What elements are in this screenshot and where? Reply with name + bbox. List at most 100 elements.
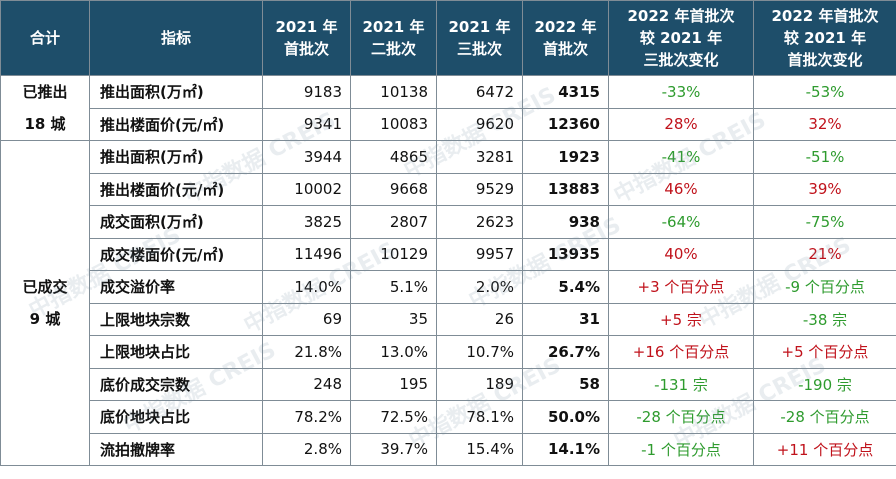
change-vs-third: +3 个百分点: [608, 270, 754, 304]
indicator-cell: 推出面积(万㎡): [89, 140, 263, 174]
table-row: 推出楼面价(元/㎡) 10002 9668 9529 13883 46% 39%: [1, 172, 896, 206]
value-2021-first: 3825: [262, 205, 351, 239]
value-2021-second: 35: [350, 302, 437, 336]
value-2021-first: 11496: [262, 237, 351, 271]
land-market-table: 合计 指标 2021 年首批次 2021 年二批次 2021 年三批次 2022…: [0, 0, 896, 466]
change-vs-first: 21%: [753, 237, 896, 271]
value-2021-second: 13.0%: [350, 335, 437, 369]
change-vs-first: +11 个百分点: [753, 432, 896, 466]
group-label-line: 9 城: [29, 310, 61, 328]
value-2021-first: 14.0%: [262, 270, 351, 304]
group-label-line: 已成交: [22, 278, 68, 296]
value-2021-second: 5.1%: [350, 270, 437, 304]
value-2021-first: 21.8%: [262, 335, 351, 369]
value-2021-second: 10129: [350, 237, 437, 271]
value-2021-third: 26: [436, 302, 523, 336]
header-total: 合计: [0, 0, 90, 76]
change-vs-first: -28 个百分点: [753, 400, 896, 434]
group-label: 已成交 9 城: [0, 140, 90, 466]
change-vs-third: 28%: [608, 107, 754, 141]
value-2021-third: 10.7%: [436, 335, 523, 369]
change-vs-first: -51%: [753, 140, 896, 174]
indicator-cell: 底价地块占比: [89, 400, 263, 434]
value-2021-third: 2623: [436, 205, 523, 239]
table-row: 流拍撤牌率 2.8% 39.7% 15.4% 14.1% -1 个百分点 +11 个百分点: [1, 432, 896, 466]
value-2022-first: 50.0%: [522, 400, 609, 434]
change-vs-first: +5 个百分点: [753, 335, 896, 369]
value-2021-third: 78.1%: [436, 400, 523, 434]
value-2022-first: 31: [522, 302, 609, 336]
table-row: 已推出 18 城 推出面积(万㎡) 9183 10138 6472 4315 -33% -53%: [0, 75, 896, 141]
change-vs-third: 46%: [608, 172, 754, 206]
value-2021-third: 9620: [436, 107, 523, 141]
value-2021-second: 10138: [350, 75, 437, 109]
value-2021-second: 4865: [350, 140, 437, 174]
value-2021-third: 15.4%: [436, 432, 523, 466]
indicator-cell: 上限地块占比: [89, 335, 263, 369]
table-row: 底价地块占比 78.2% 72.5% 78.1% 50.0% -28 个百分点 -28 个百…: [1, 400, 896, 434]
change-vs-third: -28 个百分点: [608, 400, 754, 434]
change-vs-third: 40%: [608, 237, 754, 271]
value-2021-first: 69: [262, 302, 351, 336]
value-2021-third: 9957: [436, 237, 523, 271]
value-2021-first: 78.2%: [262, 400, 351, 434]
value-2021-third: 2.0%: [436, 270, 523, 304]
value-2021-third: 6472: [436, 75, 523, 109]
header-change-vs-first: 2022 年首批次较 2021 年首批次变化: [753, 0, 896, 76]
header-2021-third: 2021 年三批次: [436, 0, 523, 76]
value-2021-first: 248: [262, 367, 351, 401]
indicator-cell: 推出楼面价(元/㎡): [89, 107, 263, 141]
value-2021-second: 39.7%: [350, 432, 437, 466]
change-vs-third: -1 个百分点: [608, 432, 754, 466]
value-2022-first: 1923: [522, 140, 609, 174]
table-row: 成交面积(万㎡) 3825 2807 2623 938 -64% -75%: [1, 205, 896, 239]
table-row: 上限地块宗数 69 35 26 31 +5 宗 -38 宗: [1, 302, 896, 336]
indicator-cell: 推出面积(万㎡): [89, 75, 263, 109]
indicator-cell: 成交面积(万㎡): [89, 205, 263, 239]
value-2021-second: 72.5%: [350, 400, 437, 434]
group-label: 已推出 18 城: [0, 75, 90, 141]
value-2021-second: 195: [350, 367, 437, 401]
value-2021-first: 2.8%: [262, 432, 351, 466]
indicator-cell: 推出楼面价(元/㎡): [89, 172, 263, 206]
value-2022-first: 13935: [522, 237, 609, 271]
table-row: 成交楼面价(元/㎡) 11496 10129 9957 13935 40% 21%: [1, 237, 896, 271]
change-vs-third: -33%: [608, 75, 754, 109]
value-2021-second: 10083: [350, 107, 437, 141]
value-2021-second: 9668: [350, 172, 437, 206]
value-2021-third: 189: [436, 367, 523, 401]
change-vs-third: +16 个百分点: [608, 335, 754, 369]
indicator-cell: 上限地块宗数: [89, 302, 263, 336]
header-row: 合计 指标 2021 年首批次 2021 年二批次 2021 年三批次 2022…: [0, 0, 896, 76]
value-2022-first: 14.1%: [522, 432, 609, 466]
value-2022-first: 4315: [522, 75, 609, 109]
header-indicator: 指标: [89, 0, 263, 76]
change-vs-first: -75%: [753, 205, 896, 239]
change-vs-first: -38 宗: [753, 302, 896, 336]
change-vs-first: -9 个百分点: [753, 270, 896, 304]
table-body: 已推出 18 城推出面积(万㎡) 9183 10138 6472 4315 -33% -53%…: [0, 75, 896, 466]
indicator-cell: 成交溢价率: [89, 270, 263, 304]
value-2021-first: 3944: [262, 140, 351, 174]
table-row: 成交溢价率 14.0% 5.1% 2.0% 5.4% +3 个百分点 -9 个百分点: [1, 270, 896, 304]
value-2022-first: 938: [522, 205, 609, 239]
value-2021-second: 2807: [350, 205, 437, 239]
value-2021-first: 9183: [262, 75, 351, 109]
table-row: 底价成交宗数 248 195 189 58 -131 宗 -190 宗: [1, 367, 896, 401]
change-vs-first: 32%: [753, 107, 896, 141]
change-vs-third: -41%: [608, 140, 754, 174]
value-2021-third: 3281: [436, 140, 523, 174]
indicator-cell: 底价成交宗数: [89, 367, 263, 401]
value-2022-first: 12360: [522, 107, 609, 141]
value-2022-first: 5.4%: [522, 270, 609, 304]
change-vs-third: +5 宗: [608, 302, 754, 336]
change-vs-first: -53%: [753, 75, 896, 109]
header-2021-second: 2021 年二批次: [350, 0, 437, 76]
header-change-vs-third: 2022 年首批次较 2021 年三批次变化: [608, 0, 754, 76]
change-vs-first: 39%: [753, 172, 896, 206]
change-vs-third: -131 宗: [608, 367, 754, 401]
table-row: 推出楼面价(元/㎡) 9341 10083 9620 12360 28% 32%: [1, 107, 896, 141]
value-2021-third: 9529: [436, 172, 523, 206]
value-2021-first: 10002: [262, 172, 351, 206]
